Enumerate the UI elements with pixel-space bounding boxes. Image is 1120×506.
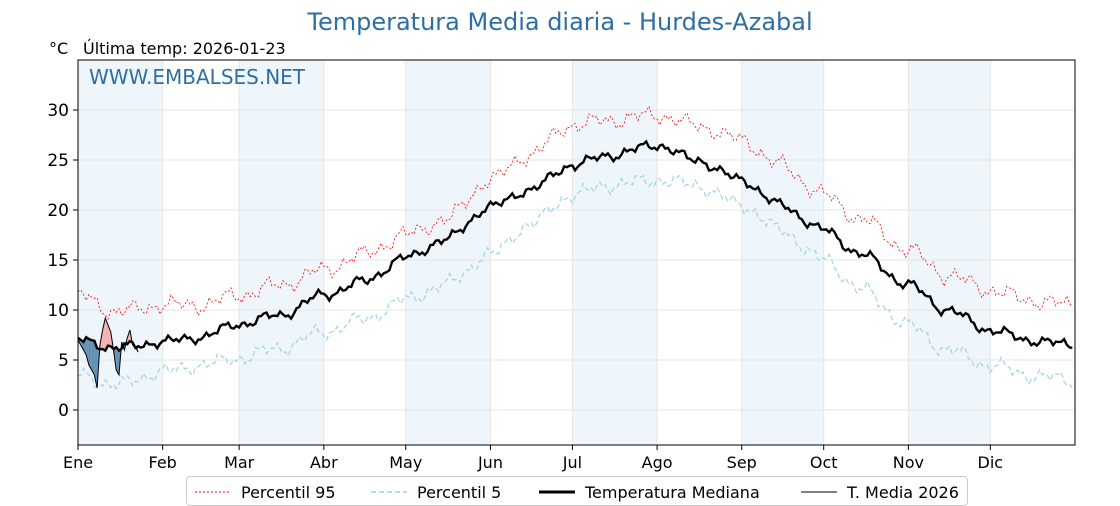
x-tick-label: Ago xyxy=(642,453,673,472)
plot-frame xyxy=(77,59,1076,446)
x-tick-label: Nov xyxy=(893,453,924,472)
month-bands xyxy=(78,60,991,445)
x-tick-label: Jun xyxy=(477,453,503,472)
anomaly-fill-below xyxy=(116,347,119,375)
watermark: WWW.EMBALSES.NET xyxy=(89,65,306,89)
month-band xyxy=(741,60,824,445)
y-tick-label: 5 xyxy=(58,351,69,371)
chart-title: Temperatura Media diaria - Hurdes-Azabal xyxy=(307,8,813,36)
month-band xyxy=(908,60,991,445)
month-band xyxy=(572,60,658,445)
month-band xyxy=(405,60,491,445)
y-tick-label: 0 xyxy=(58,401,69,421)
anomaly-fill-above xyxy=(102,318,106,351)
series-line-median xyxy=(77,139,1073,353)
x-tick-label: Ene xyxy=(63,453,93,472)
legend-label-p95: Percentil 95 xyxy=(241,483,336,502)
y-axis-unit: °C xyxy=(49,39,69,58)
anomaly-fill-above xyxy=(105,318,109,351)
last-temp-date: Última temp: 2026-01-23 xyxy=(83,39,286,58)
legend-label-median: Temperatura Mediana xyxy=(585,483,760,502)
x-tick-label: May xyxy=(389,453,422,472)
anomaly-fill-below xyxy=(91,340,95,375)
x-tick-label: Abr xyxy=(310,453,338,472)
month-band xyxy=(78,60,163,445)
anomaly-fill-below xyxy=(88,338,92,370)
y-tick-label: 20 xyxy=(47,201,69,221)
series-line-p95 xyxy=(77,105,1073,321)
x-tick-label: Oct xyxy=(810,453,838,472)
month-band xyxy=(239,60,324,445)
y-tick-label: 15 xyxy=(47,251,69,271)
y-tick-label: 30 xyxy=(47,101,69,121)
x-tick-label: Dic xyxy=(978,453,1004,472)
series-line-p5 xyxy=(77,174,1073,390)
series-line-2026 xyxy=(77,316,139,389)
gridlines xyxy=(77,60,1075,445)
legend-label-p5: Percentil 5 xyxy=(417,483,502,502)
y-tick-label: 10 xyxy=(47,301,69,321)
x-tick-label: Sep xyxy=(727,453,757,472)
y-tick-label: 25 xyxy=(47,151,69,171)
legend-label-year: T. Media 2026 xyxy=(847,483,959,502)
anomaly-fill-below xyxy=(86,337,89,365)
legend: Percentil 95 Percentil 5 Temperatura Med… xyxy=(186,476,968,506)
x-tick-label: Mar xyxy=(224,453,255,472)
x-tick-label: Feb xyxy=(149,453,177,472)
x-tick-label: Jul xyxy=(562,453,582,472)
axes: 0 5 10 15 20 25 30 Ene Feb Mar Abr May Jun Jul Ago Sep O… xyxy=(47,59,1076,472)
series-lines xyxy=(77,105,1073,390)
